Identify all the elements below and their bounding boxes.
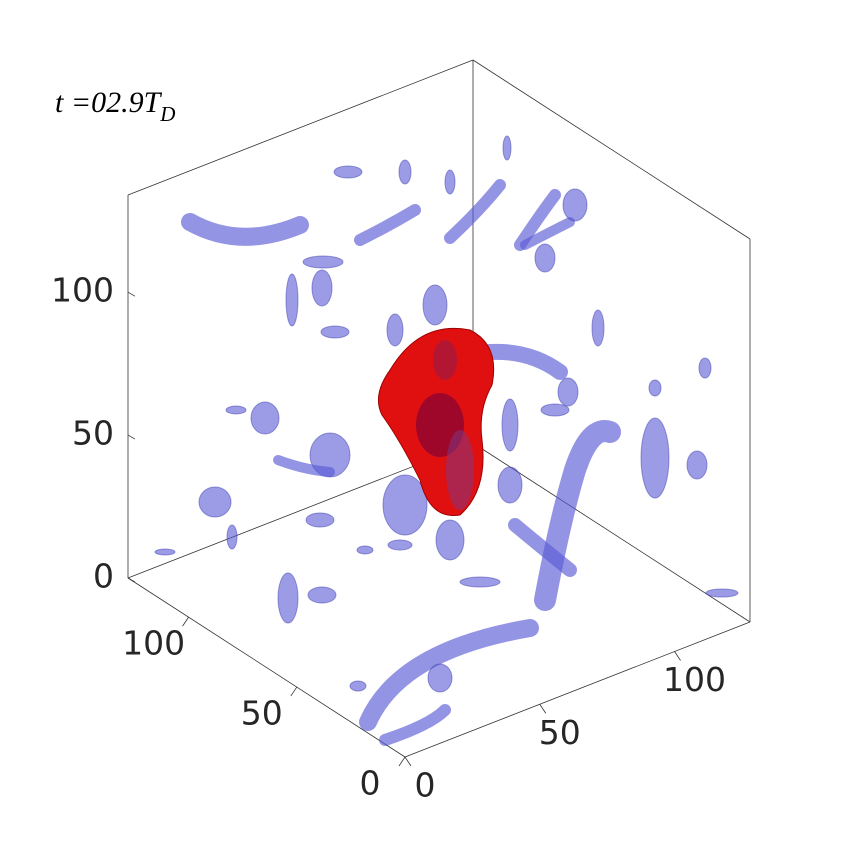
x-tick-label: 50 [241, 694, 283, 733]
blue-structure [320, 325, 350, 339]
blue-structure [698, 357, 712, 379]
blue-structure [520, 217, 575, 250]
blue-structure [444, 169, 456, 195]
blue-structure [534, 420, 621, 611]
blue-structure [198, 486, 232, 518]
box-edge [127, 59, 474, 196]
blue-structure [444, 179, 506, 244]
z-tick [127, 434, 136, 440]
blue-structure [557, 377, 579, 407]
annotation-subscript: D [159, 102, 175, 126]
blue-structure [497, 466, 523, 504]
box-edge [472, 59, 751, 240]
blue-structure [386, 313, 404, 347]
blue-structure [349, 680, 367, 692]
y-tick [674, 651, 681, 661]
y-tick [404, 756, 412, 767]
blue-structure [225, 405, 247, 415]
annotation-text: t =02.9T [55, 86, 163, 119]
blue-structure [311, 269, 333, 307]
blue-structure [354, 204, 421, 246]
blue-structure [534, 243, 556, 273]
blue-structure [181, 213, 309, 246]
blue-structure [398, 159, 412, 185]
box-edge [404, 621, 751, 758]
blue-structure [502, 135, 512, 161]
blue-structure [482, 343, 568, 380]
y-tick-label: 0 [415, 766, 436, 805]
blue-structure [591, 309, 605, 347]
blue-structure [359, 619, 539, 731]
z-tick [127, 577, 136, 583]
blue-structure [648, 379, 662, 397]
blue-structure [427, 663, 453, 693]
blue-structure [508, 518, 577, 577]
blue-structure [387, 539, 413, 551]
blue-structure [459, 576, 501, 588]
blue-structure [705, 588, 739, 598]
box-edge [127, 577, 406, 758]
x-tick-label: 0 [360, 764, 381, 803]
blue-structure [302, 255, 344, 269]
blue-structure [277, 572, 299, 624]
blue-structure [501, 398, 519, 452]
blue-structure [435, 519, 465, 561]
time-annotation: t =02.9TD [55, 86, 175, 126]
z-tick-label: 0 [93, 557, 114, 596]
blue-structure [307, 586, 337, 604]
blue-structure [226, 524, 238, 550]
red-structure [377, 327, 495, 517]
blue-structure [382, 474, 428, 536]
z-tick-label: 50 [72, 414, 114, 453]
blue-structure [562, 188, 588, 222]
blue-structure [273, 455, 335, 477]
blue-structure [422, 284, 448, 326]
blue-structure [356, 545, 374, 555]
red-shade [446, 430, 474, 510]
x-tick-label: 100 [122, 624, 185, 663]
blue-structure [640, 417, 670, 499]
z-tick-label: 100 [51, 271, 114, 310]
vortex-structures [154, 135, 739, 746]
blue-structure [379, 704, 451, 746]
z-tick [127, 291, 136, 297]
blue-structure [540, 403, 570, 417]
blue-structure [154, 548, 176, 556]
blue-structure [250, 401, 280, 435]
blue-structure [285, 273, 299, 327]
blue-structure [333, 165, 363, 179]
y-tick-label: 100 [663, 660, 726, 699]
x-tick [290, 686, 298, 697]
blue-structure [686, 450, 708, 480]
blue-structure [305, 512, 335, 528]
y-tick [539, 704, 547, 714]
red-shade [433, 340, 457, 380]
y-tick-label: 50 [539, 713, 581, 752]
x-tick [398, 756, 406, 767]
x-tick [182, 616, 189, 627]
blue-structure [514, 189, 561, 251]
